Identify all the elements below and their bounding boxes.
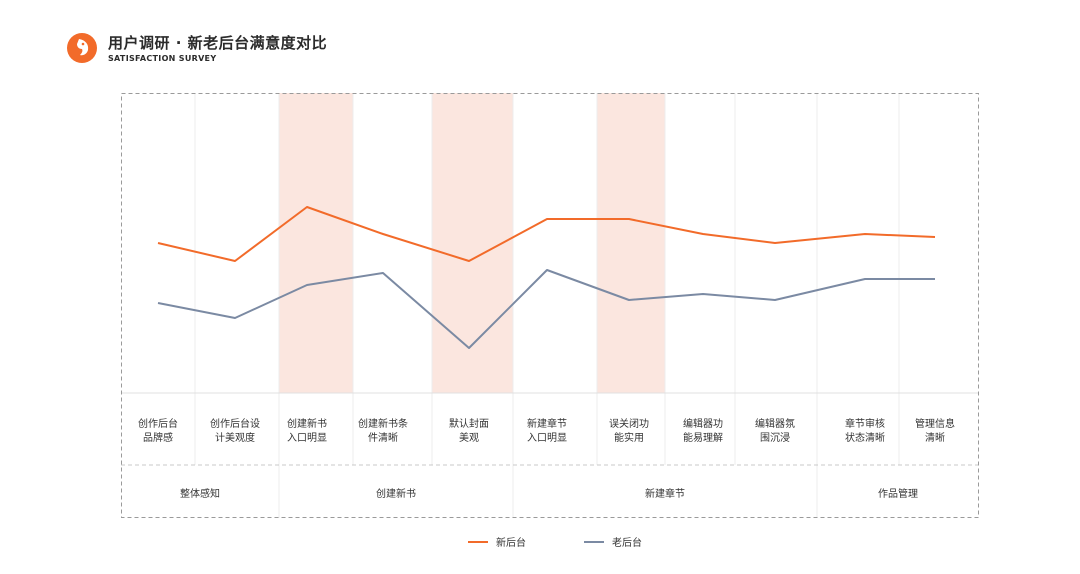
category-label-line: 能实用 [614,433,644,444]
category-label: 创作后台设 计美观度 [197,418,273,446]
page-title: 用户调研 · 新老后台满意度对比 [108,34,328,52]
bird-logo-icon [67,33,97,63]
legend-swatch-old [584,541,604,543]
category-label-line: 编辑器氛 [755,419,795,430]
category-label-line: 新建章节 [527,419,567,430]
legend-label-old: 老后台 [612,538,642,549]
page-subtitle: SATISFACTION SURVEY [108,54,217,63]
chart-frame [121,93,979,518]
category-label-line: 创建新书条 [358,419,408,430]
category-label: 创作后台 品牌感 [120,418,196,446]
group-label: 整体感知 [180,489,220,500]
category-label-line: 编辑器功 [683,419,723,430]
legend-item-new[interactable]: 新后台 [468,534,526,549]
category-label-line: 美观 [459,433,479,444]
chart-canvas [121,93,979,518]
legend-label-new: 新后台 [496,538,526,549]
category-label-line: 创作后台设 [210,419,260,430]
group-label: 创建新书 [376,489,416,500]
category-label-line: 清晰 [925,433,945,444]
satisfaction-chart: 创作后台 品牌感 创作后台设 计美观度 创建新书 入口明显 创建新书条 件清晰 默认封面 美观 新建… [121,93,979,518]
highlight-band [279,93,353,393]
category-label-line: 创建新书 [287,419,327,430]
highlight-band [597,93,665,393]
category-label: 创建新书 入口明显 [269,418,345,446]
category-label-line: 误关闭功 [609,419,649,430]
category-label: 编辑器功 能易理解 [665,418,741,446]
group-label: 作品管理 [878,489,918,500]
category-label-line: 入口明显 [527,433,567,444]
series-line-old [157,269,935,349]
category-label-line: 件清晰 [368,433,398,444]
group-label: 新建章节 [645,489,685,500]
category-label: 新建章节 入口明显 [509,418,585,446]
legend-swatch-new [468,541,488,543]
category-label-line: 状态清晰 [845,433,885,444]
category-label-line: 管理信息 [915,419,955,430]
category-label-line: 章节审核 [845,419,885,430]
series-line-new [157,206,936,262]
category-label-line: 创作后台 [138,419,178,430]
category-label-line: 默认封面 [449,419,489,430]
category-label: 章节审核 状态清晰 [827,418,903,446]
category-label-line: 品牌感 [143,433,173,444]
category-label: 创建新书条 件清晰 [345,418,421,446]
legend: 新后台 老后台 [0,534,1080,552]
category-label-line: 计美观度 [215,433,255,444]
category-label-line: 能易理解 [683,433,723,444]
category-label: 误关闭功 能实用 [591,418,667,446]
category-label: 默认封面 美观 [431,418,507,446]
legend-item-old[interactable]: 老后台 [584,534,642,549]
category-label: 管理信息 清晰 [897,418,973,446]
category-label-line: 入口明显 [287,433,327,444]
category-label: 编辑器氛 围沉浸 [737,418,813,446]
highlight-band [432,93,513,393]
category-label-line: 围沉浸 [760,433,790,444]
